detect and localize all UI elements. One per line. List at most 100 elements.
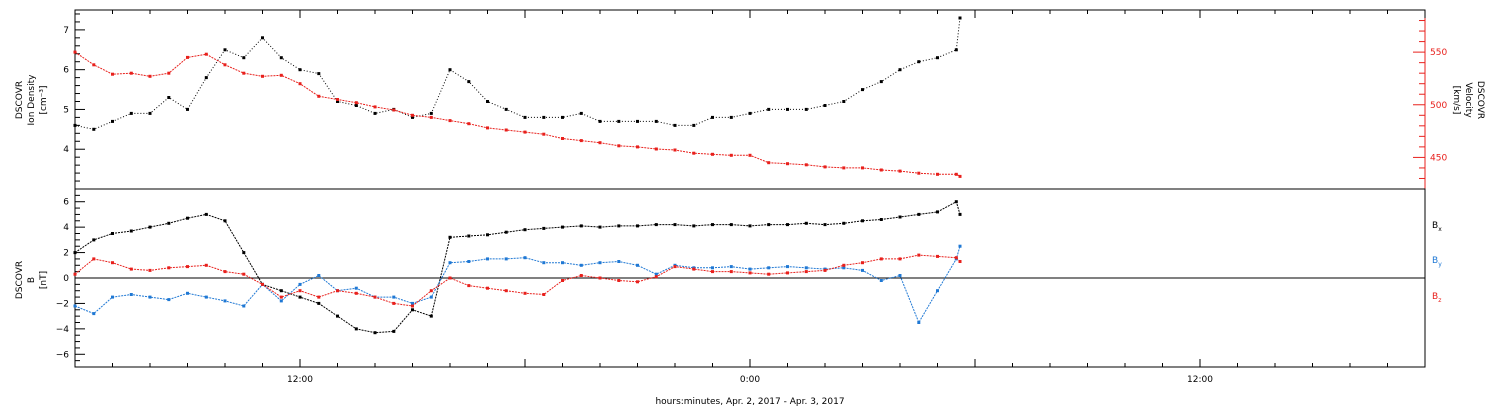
density-point [579, 111, 583, 115]
density-point [204, 76, 208, 80]
bx-point [448, 235, 452, 239]
by-point [561, 261, 564, 265]
bz-point [561, 279, 564, 282]
density-label-line1: DSCOVR [15, 81, 25, 119]
b-tick-label: −2 [56, 299, 69, 309]
bz-point [504, 289, 508, 293]
velocity-point [298, 82, 302, 86]
bz-point [148, 268, 152, 272]
velocity-point [373, 105, 377, 109]
by-point [486, 257, 489, 261]
bx-point [936, 210, 939, 214]
bx-point [336, 314, 339, 318]
b-label-line1: DSCOVR [15, 261, 25, 299]
bx-point [392, 329, 396, 333]
velocity-point [692, 151, 696, 155]
density-point [673, 123, 677, 127]
magnetic-field-panel: 6 4 2 0 −2 −4 −6 DSCOVR B [nT] Bx By Bz [15, 188, 1442, 368]
velocity-point [204, 52, 208, 56]
velocity-label-line2: Velocity [1463, 82, 1473, 118]
bx-point [654, 223, 658, 227]
bz-point [373, 295, 377, 299]
bx-point [786, 223, 789, 227]
bz-point [954, 256, 958, 260]
by-point [429, 295, 433, 299]
by-point [242, 304, 246, 308]
bz-point [429, 289, 433, 293]
by-point [92, 312, 96, 316]
density-point [167, 96, 171, 99]
bx-point [767, 223, 771, 227]
by-point [748, 267, 752, 271]
velocity-point [129, 71, 133, 75]
density-point [786, 107, 789, 111]
density-label-line2: Ion Density [27, 74, 37, 126]
velocity-point [73, 50, 77, 54]
by-point [617, 260, 621, 263]
velocity-point [92, 63, 96, 67]
by-point [804, 266, 808, 270]
b-tick-label: 2 [63, 249, 69, 259]
bz-point [673, 265, 677, 269]
bx-point [561, 225, 564, 229]
density-label-unit: [cm⁻³] [39, 85, 49, 114]
density-point [111, 119, 114, 123]
bz-point [73, 272, 77, 276]
bz-point [729, 270, 733, 274]
bz-point [654, 275, 658, 279]
density-point [261, 36, 264, 40]
bz-point [523, 291, 527, 295]
velocity-point [936, 172, 939, 176]
bz-point [917, 253, 921, 257]
velocity-point [767, 161, 771, 165]
bx-point [504, 230, 508, 234]
density-point [373, 111, 377, 115]
bx-point [111, 232, 114, 235]
density-point [842, 100, 846, 103]
density-point [129, 111, 133, 115]
by-point [467, 260, 471, 263]
bx-point [729, 223, 733, 227]
x-tick-label: 12:00 [1187, 375, 1213, 385]
density-point [317, 72, 321, 76]
by-point [204, 295, 208, 299]
density-point [823, 104, 827, 107]
density-point [523, 115, 527, 119]
bz-point [223, 270, 227, 274]
velocity-point [879, 168, 883, 172]
density-point [954, 48, 958, 52]
velocity-point [167, 71, 171, 75]
bx-point [804, 221, 808, 225]
legend-bx: Bx [1432, 221, 1442, 233]
velocity-point [748, 153, 752, 157]
velocity-point [617, 144, 621, 148]
bz-point [186, 265, 189, 269]
velocity-point [958, 174, 962, 178]
bx-point [748, 224, 752, 228]
bz-point [467, 284, 471, 288]
velocity-point [861, 166, 864, 170]
bx-point [411, 308, 414, 312]
bx-point [92, 238, 96, 242]
velocity-point [673, 148, 677, 152]
by-point [879, 279, 883, 282]
bz-point [958, 260, 962, 263]
legend-bz-letter: B [1432, 292, 1438, 302]
velocity-point [954, 172, 958, 176]
velocity-point [561, 137, 564, 140]
bz-point [598, 276, 602, 280]
velocity-point [354, 101, 358, 105]
density-point [958, 16, 962, 20]
by-point [317, 274, 321, 277]
velocity-point [729, 153, 733, 157]
velocity-point [523, 130, 527, 134]
bx-point [486, 233, 489, 237]
density-trace [74, 17, 961, 130]
velocity-point [448, 119, 452, 123]
velocity-label-line1: DSCOVR [1475, 81, 1485, 119]
velocity-point [186, 55, 189, 59]
by-point [542, 261, 546, 265]
velocity-tick-label: 550 [1430, 48, 1447, 58]
density-point [336, 100, 339, 103]
